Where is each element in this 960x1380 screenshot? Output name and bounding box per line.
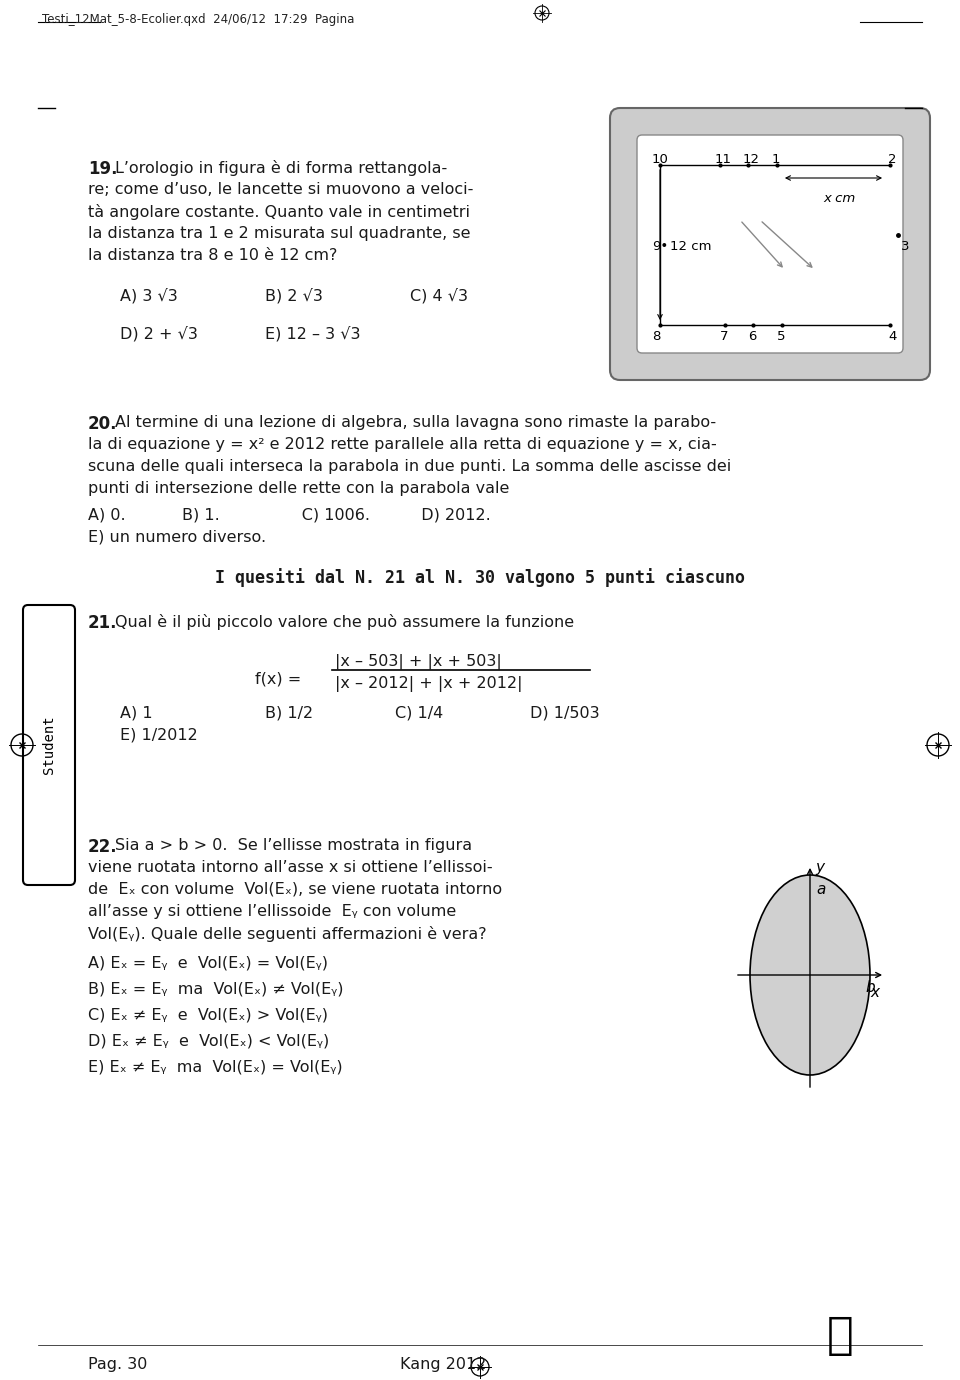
Text: la di equazione y = x² e 2012 rette parallele alla retta di equazione y = x, cia: la di equazione y = x² e 2012 rette para…: [88, 437, 717, 453]
Ellipse shape: [750, 875, 870, 1075]
Text: 1: 1: [772, 153, 780, 166]
Text: f(x) =: f(x) =: [255, 672, 301, 687]
Text: B) Eₓ = Eᵧ  ma  Vol(Eₓ) ≠ Vol(Eᵧ): B) Eₓ = Eᵧ ma Vol(Eₓ) ≠ Vol(Eᵧ): [88, 983, 344, 996]
Text: E) 1/2012: E) 1/2012: [120, 729, 198, 742]
Text: E) Eₓ ≠ Eᵧ  ma  Vol(Eₓ) = Vol(Eᵧ): E) Eₓ ≠ Eᵧ ma Vol(Eₓ) = Vol(Eᵧ): [88, 1060, 343, 1075]
Text: 8: 8: [652, 330, 660, 344]
Text: la distanza tra 8 e 10 è 12 cm?: la distanza tra 8 e 10 è 12 cm?: [88, 248, 337, 264]
Text: 12: 12: [743, 153, 760, 166]
Text: 2: 2: [888, 153, 897, 166]
Text: A) 1: A) 1: [120, 707, 153, 720]
Text: 9•: 9•: [652, 240, 668, 253]
Text: Qual è il più piccolo valore che può assumere la funzione: Qual è il più piccolo valore che può ass…: [115, 614, 574, 631]
Text: 21.: 21.: [88, 614, 117, 632]
Text: 10: 10: [652, 153, 669, 166]
Text: |x – 2012| + |x + 2012|: |x – 2012| + |x + 2012|: [335, 676, 522, 691]
Text: C) Eₓ ≠ Eᵧ  e  Vol(Eₓ) > Vol(Eᵧ): C) Eₓ ≠ Eᵧ e Vol(Eₓ) > Vol(Eᵧ): [88, 1007, 328, 1023]
Text: 🦘: 🦘: [827, 1314, 853, 1357]
Text: C) 1/4: C) 1/4: [395, 707, 444, 720]
Text: a: a: [816, 882, 826, 897]
Text: y: y: [815, 860, 824, 875]
Text: D) 1/503: D) 1/503: [530, 707, 600, 720]
FancyBboxPatch shape: [23, 604, 75, 885]
Text: |x – 503| + |x + 503|: |x – 503| + |x + 503|: [335, 654, 502, 671]
Text: 19.: 19.: [88, 160, 117, 178]
Text: Kang 2012: Kang 2012: [400, 1357, 487, 1372]
Text: 5: 5: [777, 330, 785, 344]
Text: re; come d’uso, le lancette si muovono a veloci-: re; come d’uso, le lancette si muovono a…: [88, 182, 473, 197]
Text: E) un numero diverso.: E) un numero diverso.: [88, 530, 266, 545]
Text: Sia a > b > 0.  Se l’ellisse mostrata in figura: Sia a > b > 0. Se l’ellisse mostrata in …: [115, 838, 472, 853]
Text: punti di intersezione delle rette con la parabola vale: punti di intersezione delle rette con la…: [88, 482, 510, 495]
Text: 11: 11: [715, 153, 732, 166]
Text: 7: 7: [720, 330, 729, 344]
Text: Student: Student: [42, 716, 56, 774]
Text: 12 cm: 12 cm: [670, 240, 711, 253]
Text: A) Eₓ = Eᵧ  e  Vol(Eₓ) = Vol(Eᵧ): A) Eₓ = Eᵧ e Vol(Eₓ) = Vol(Eᵧ): [88, 956, 328, 972]
Text: Vol(Eᵧ). Quale delle seguenti affermazioni è vera?: Vol(Eᵧ). Quale delle seguenti affermazio…: [88, 926, 487, 943]
Text: Pag. 30: Pag. 30: [88, 1357, 148, 1372]
Text: A) 3 √3: A) 3 √3: [120, 288, 178, 304]
Text: x: x: [870, 985, 879, 1000]
Text: Testi_12Mat_5-8-Ecolier.qxd  24/06/12  17:29  Pagina: Testi_12Mat_5-8-Ecolier.qxd 24/06/12 17:…: [42, 12, 354, 26]
Text: viene ruotata intorno all’asse x si ottiene l’ellissoi-: viene ruotata intorno all’asse x si otti…: [88, 860, 492, 875]
Text: C) 4 √3: C) 4 √3: [410, 288, 468, 304]
Text: B) 2 √3: B) 2 √3: [265, 288, 323, 304]
FancyBboxPatch shape: [637, 135, 903, 353]
Text: all’asse y si ottiene l’ellissoide  Eᵧ con volume: all’asse y si ottiene l’ellissoide Eᵧ co…: [88, 904, 456, 919]
Text: I quesiti dal N. 21 al N. 30 valgono 5 punti ciascuno: I quesiti dal N. 21 al N. 30 valgono 5 p…: [215, 569, 745, 586]
Text: B) 1/2: B) 1/2: [265, 707, 313, 720]
Text: de  Eₓ con volume  Vol(Eₓ), se viene ruotata intorno: de Eₓ con volume Vol(Eₓ), se viene ruota…: [88, 882, 502, 897]
Text: 22.: 22.: [88, 838, 118, 856]
Text: 20.: 20.: [88, 415, 117, 433]
Text: 4: 4: [888, 330, 897, 344]
Text: L’orologio in figura è di forma rettangola-: L’orologio in figura è di forma rettango…: [115, 160, 447, 177]
Text: la distanza tra 1 e 2 misurata sul quadrante, se: la distanza tra 1 e 2 misurata sul quadr…: [88, 226, 470, 242]
Text: A) 0.           B) 1.                C) 1006.          D) 2012.: A) 0. B) 1. C) 1006. D) 2012.: [88, 508, 491, 523]
Text: Al termine di una lezione di algebra, sulla lavagna sono rimaste la parabo-: Al termine di una lezione di algebra, su…: [115, 415, 716, 431]
Text: b: b: [865, 980, 875, 995]
Text: 3: 3: [901, 240, 909, 253]
Text: tà angolare costante. Quanto vale in centimetri: tà angolare costante. Quanto vale in cen…: [88, 204, 470, 219]
FancyBboxPatch shape: [610, 108, 930, 380]
Text: D) 2 + √3: D) 2 + √3: [120, 326, 198, 341]
Text: 6: 6: [748, 330, 756, 344]
Text: scuna delle quali interseca la parabola in due punti. La somma delle ascisse dei: scuna delle quali interseca la parabola …: [88, 460, 732, 473]
Text: E) 12 – 3 √3: E) 12 – 3 √3: [265, 326, 361, 341]
Text: D) Eₓ ≠ Eᵧ  e  Vol(Eₓ) < Vol(Eᵧ): D) Eₓ ≠ Eᵧ e Vol(Eₓ) < Vol(Eᵧ): [88, 1034, 329, 1049]
Text: x cm: x cm: [823, 192, 855, 206]
